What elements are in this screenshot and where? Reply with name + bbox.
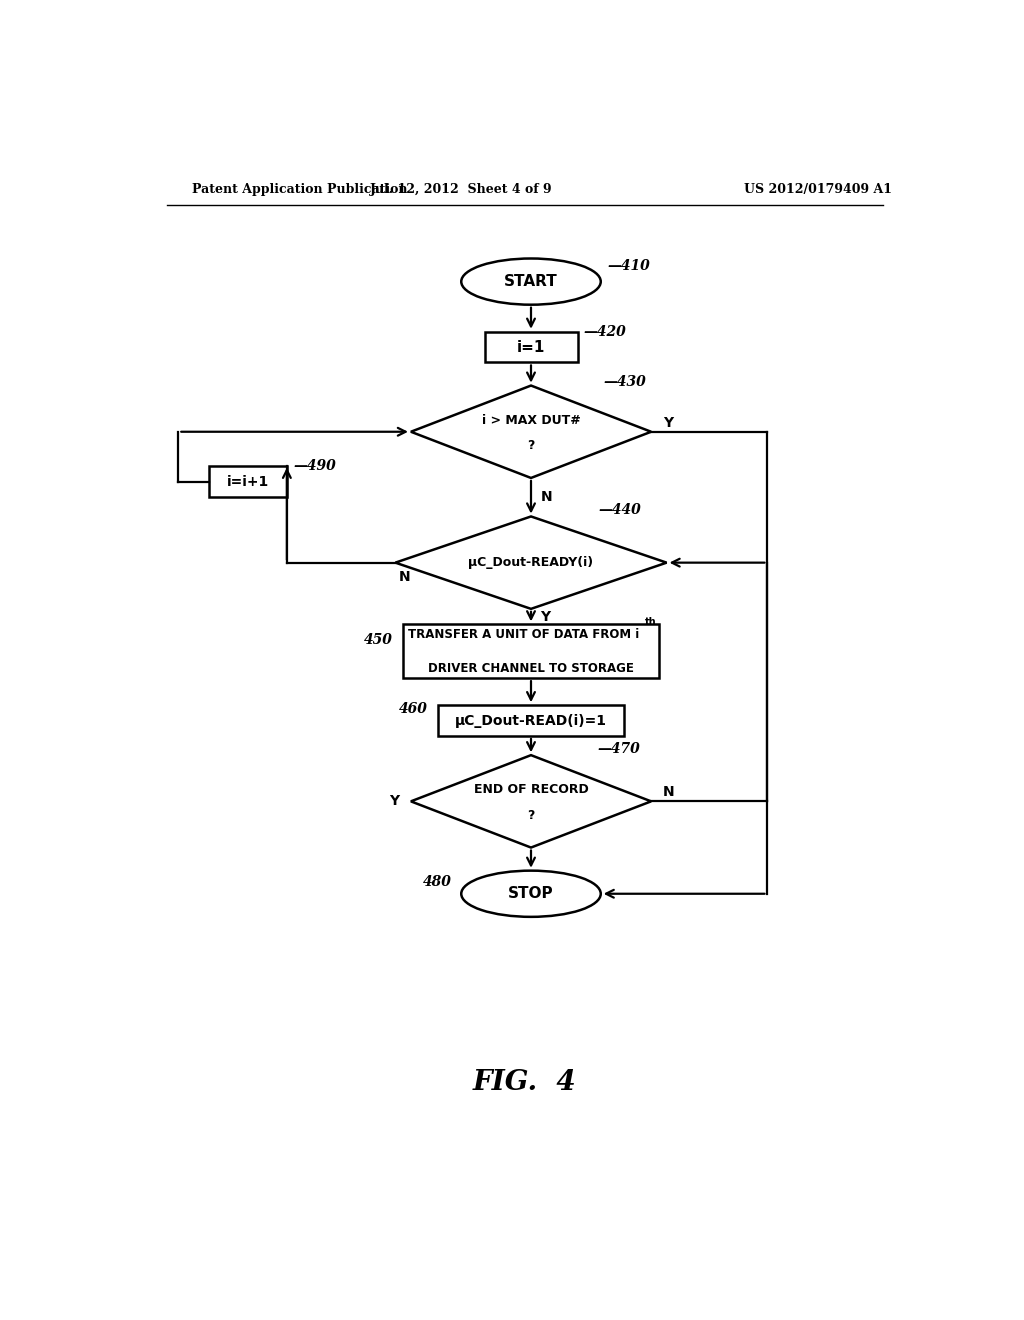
Bar <box>403 624 658 678</box>
Bar <box>438 705 624 737</box>
Text: Y: Y <box>663 416 673 429</box>
Text: —470: —470 <box>597 742 640 756</box>
Text: TRANSFER A UNIT OF DATA FROM i: TRANSFER A UNIT OF DATA FROM i <box>408 628 639 640</box>
Text: —430: —430 <box>603 375 646 388</box>
Text: —420: —420 <box>584 325 627 339</box>
Text: ?: ? <box>527 440 535 453</box>
Text: FIG.  4: FIG. 4 <box>473 1069 577 1096</box>
Text: STOP: STOP <box>508 886 554 902</box>
Text: N: N <box>541 490 552 504</box>
Text: N: N <box>399 569 411 583</box>
Text: —440: —440 <box>599 503 642 517</box>
Bar <box>484 331 578 363</box>
Text: Patent Application Publication: Patent Application Publication <box>191 182 408 195</box>
Text: —490: —490 <box>293 459 336 474</box>
Bar <box>209 466 287 498</box>
Text: i=1: i=1 <box>517 339 545 355</box>
Text: —410: —410 <box>607 259 649 273</box>
Text: START: START <box>504 275 558 289</box>
Text: μC_Dout-READ(i)=1: μC_Dout-READ(i)=1 <box>455 714 607 727</box>
Text: US 2012/0179409 A1: US 2012/0179409 A1 <box>743 182 892 195</box>
Text: Jul. 12, 2012  Sheet 4 of 9: Jul. 12, 2012 Sheet 4 of 9 <box>370 182 553 195</box>
Text: Y: Y <box>541 610 551 623</box>
Text: END OF RECORD: END OF RECORD <box>474 783 589 796</box>
Text: i=i+1: i=i+1 <box>227 475 269 488</box>
Text: i > MAX DUT#: i > MAX DUT# <box>481 413 581 426</box>
Text: 480: 480 <box>423 875 452 890</box>
Text: 450: 450 <box>365 632 393 647</box>
Text: ?: ? <box>527 809 535 822</box>
Text: DRIVER CHANNEL TO STORAGE: DRIVER CHANNEL TO STORAGE <box>428 661 634 675</box>
Text: th: th <box>645 616 657 627</box>
Text: 460: 460 <box>399 702 428 715</box>
Text: μC_Dout-READY(i): μC_Dout-READY(i) <box>468 556 594 569</box>
Text: Y: Y <box>389 795 399 808</box>
Text: N: N <box>663 785 675 799</box>
